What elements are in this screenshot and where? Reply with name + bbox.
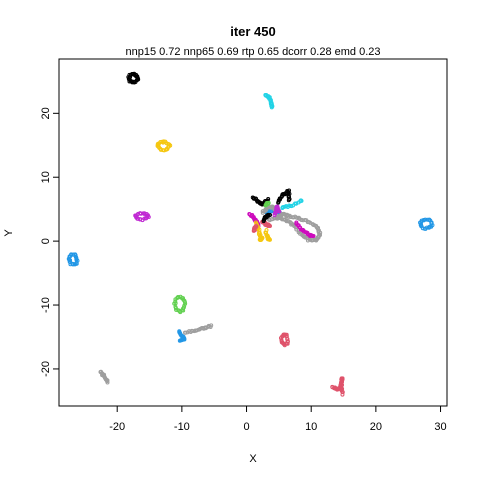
point [75,258,80,263]
point [264,201,269,206]
point [105,380,110,385]
point [266,197,271,201]
cluster-2 [155,139,173,153]
point [286,198,291,203]
point [173,297,178,302]
point [311,234,316,239]
x-tick-label: -10 [174,421,190,433]
point [181,305,186,310]
cluster-6 [172,294,188,315]
y-tick-label: 0 [40,238,52,244]
y-tick-label: -10 [40,297,52,313]
cluster-9 [278,332,290,348]
x-tick-label: -20 [109,421,125,433]
x-tick-label: 10 [305,421,317,433]
point [264,230,269,235]
cluster-21 [294,220,316,239]
cluster-5 [418,217,435,231]
point [299,218,304,223]
x-axis: -20 -10 0 10 20 30 [109,406,447,433]
point [138,211,143,216]
point [258,237,263,242]
point [267,237,272,242]
point [296,230,301,235]
chart-title: iter 450 [230,24,276,39]
point [269,105,274,110]
point [182,303,187,308]
point [266,200,271,205]
point [425,217,430,222]
cluster-20 [266,211,323,243]
point [340,390,345,395]
point [299,198,304,203]
x-tick-label: 0 [243,421,249,433]
point [160,139,165,144]
point [285,339,290,344]
y-axis: -20 -10 0 10 20 [40,107,59,377]
point [267,212,272,217]
cluster-4 [66,252,80,267]
cluster-24 [272,204,282,218]
x-tick-label: 30 [434,421,446,433]
point [183,330,188,335]
point [427,217,432,222]
point [177,338,182,343]
x-tick-label: 20 [370,421,382,433]
point [430,223,435,228]
plot-frame [58,58,448,407]
cluster-23 [261,212,272,224]
point [267,223,272,228]
y-tick-label: 10 [40,171,52,183]
cluster-0 [126,71,141,85]
point [136,77,141,82]
cluster-10 [98,369,110,385]
cluster-11 [330,376,345,397]
y-tick-label: 20 [40,107,52,119]
cluster-13 [276,188,292,205]
point [253,224,258,229]
cluster-7 [177,329,187,343]
point [73,252,78,257]
point [173,306,178,311]
point [277,209,282,214]
chart-subtitle: nnp15 0.72 nnp65 0.69 rtp 0.65 dcorr 0.2… [125,46,380,58]
point [291,203,296,208]
point [146,214,151,219]
point [136,216,141,221]
point [209,323,214,328]
points-layer [66,71,435,397]
point [166,144,171,149]
x-axis-label: X [249,453,257,465]
cluster-17 [263,228,272,242]
cluster-1 [263,92,275,110]
cluster-8 [183,323,214,335]
cluster-26 [251,224,259,233]
point [172,301,177,306]
point [340,392,345,397]
point [288,215,293,220]
point [71,252,76,257]
cluster-25 [263,200,271,208]
point [145,214,150,219]
y-tick-label: -20 [40,361,52,377]
cluster-14 [280,198,304,210]
y-axis-label: Y [3,229,15,237]
point [174,307,179,312]
cluster-3 [133,211,151,223]
